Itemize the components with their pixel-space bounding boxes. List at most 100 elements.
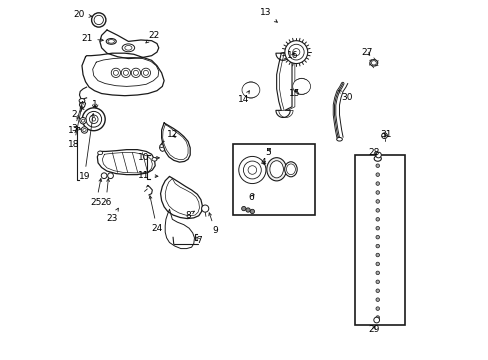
Circle shape bbox=[375, 164, 379, 167]
Circle shape bbox=[296, 81, 306, 92]
Ellipse shape bbox=[284, 162, 297, 177]
Bar bbox=[233, 144, 314, 215]
Circle shape bbox=[245, 85, 256, 95]
Circle shape bbox=[267, 146, 272, 151]
Ellipse shape bbox=[369, 60, 377, 66]
Circle shape bbox=[299, 84, 304, 89]
Circle shape bbox=[375, 298, 379, 301]
Circle shape bbox=[373, 317, 379, 323]
Circle shape bbox=[252, 190, 259, 197]
Circle shape bbox=[261, 161, 269, 169]
Circle shape bbox=[375, 316, 379, 319]
Text: 27: 27 bbox=[360, 48, 371, 57]
Circle shape bbox=[375, 271, 379, 275]
Circle shape bbox=[92, 117, 95, 121]
Ellipse shape bbox=[108, 40, 114, 43]
Circle shape bbox=[89, 115, 98, 123]
Text: 29: 29 bbox=[367, 325, 379, 334]
Circle shape bbox=[201, 205, 208, 212]
Circle shape bbox=[381, 133, 386, 139]
Text: 18: 18 bbox=[68, 106, 82, 149]
Circle shape bbox=[133, 70, 138, 75]
Text: 8: 8 bbox=[185, 211, 194, 220]
Circle shape bbox=[238, 157, 265, 184]
Circle shape bbox=[375, 235, 379, 239]
Circle shape bbox=[143, 70, 148, 75]
Circle shape bbox=[243, 82, 258, 98]
Circle shape bbox=[113, 70, 118, 75]
Text: 25: 25 bbox=[90, 179, 102, 207]
Ellipse shape bbox=[81, 119, 84, 122]
Ellipse shape bbox=[242, 82, 259, 98]
Circle shape bbox=[375, 182, 379, 185]
Ellipse shape bbox=[160, 145, 163, 148]
Text: 11: 11 bbox=[138, 171, 158, 180]
Ellipse shape bbox=[79, 99, 84, 103]
Ellipse shape bbox=[152, 157, 157, 161]
Ellipse shape bbox=[122, 44, 134, 52]
Circle shape bbox=[375, 208, 379, 212]
Text: 19: 19 bbox=[79, 114, 94, 181]
Text: 22: 22 bbox=[145, 31, 160, 43]
Circle shape bbox=[141, 68, 150, 77]
Ellipse shape bbox=[106, 39, 116, 44]
Circle shape bbox=[375, 262, 379, 266]
Text: 23: 23 bbox=[106, 208, 118, 223]
Circle shape bbox=[243, 161, 261, 179]
Text: 14: 14 bbox=[238, 91, 249, 104]
Ellipse shape bbox=[286, 164, 295, 175]
Circle shape bbox=[91, 13, 106, 27]
Circle shape bbox=[375, 173, 379, 176]
Text: 12: 12 bbox=[166, 130, 178, 139]
Circle shape bbox=[111, 68, 121, 77]
Text: 28: 28 bbox=[367, 148, 379, 157]
Circle shape bbox=[107, 173, 113, 179]
Circle shape bbox=[375, 289, 379, 293]
Text: 6: 6 bbox=[248, 193, 254, 202]
Circle shape bbox=[375, 217, 379, 221]
Circle shape bbox=[81, 127, 87, 133]
Circle shape bbox=[285, 41, 307, 64]
Circle shape bbox=[293, 78, 309, 94]
Circle shape bbox=[375, 253, 379, 257]
Circle shape bbox=[375, 307, 379, 310]
Text: 21: 21 bbox=[81, 34, 103, 43]
Ellipse shape bbox=[269, 161, 283, 178]
Circle shape bbox=[94, 15, 103, 24]
Circle shape bbox=[288, 44, 304, 60]
Text: 3: 3 bbox=[71, 124, 81, 133]
Text: 26: 26 bbox=[100, 179, 111, 207]
Circle shape bbox=[375, 200, 379, 203]
Circle shape bbox=[131, 68, 140, 77]
Bar bbox=[354, 155, 405, 325]
Text: 16: 16 bbox=[286, 51, 298, 60]
Circle shape bbox=[123, 70, 128, 75]
Text: 20: 20 bbox=[74, 10, 92, 19]
Ellipse shape bbox=[82, 129, 86, 131]
Circle shape bbox=[375, 280, 379, 284]
Text: 4: 4 bbox=[260, 158, 265, 167]
Text: 17: 17 bbox=[68, 102, 83, 135]
Circle shape bbox=[248, 87, 253, 93]
Ellipse shape bbox=[124, 45, 132, 50]
Ellipse shape bbox=[370, 61, 376, 65]
Circle shape bbox=[375, 226, 379, 230]
Text: 9: 9 bbox=[208, 213, 218, 235]
Circle shape bbox=[82, 108, 105, 131]
Text: 5: 5 bbox=[264, 148, 270, 157]
Circle shape bbox=[375, 152, 381, 158]
Circle shape bbox=[247, 166, 256, 174]
Ellipse shape bbox=[336, 138, 342, 141]
Circle shape bbox=[121, 68, 130, 77]
Text: 24: 24 bbox=[149, 196, 163, 233]
Text: 15: 15 bbox=[288, 89, 300, 98]
Circle shape bbox=[101, 173, 107, 179]
Ellipse shape bbox=[266, 158, 286, 181]
Circle shape bbox=[86, 111, 102, 127]
Text: 13: 13 bbox=[259, 8, 277, 22]
Circle shape bbox=[241, 206, 245, 211]
Text: 2: 2 bbox=[71, 111, 80, 120]
Text: 10: 10 bbox=[138, 153, 159, 162]
Ellipse shape bbox=[93, 109, 98, 112]
Ellipse shape bbox=[98, 151, 102, 155]
